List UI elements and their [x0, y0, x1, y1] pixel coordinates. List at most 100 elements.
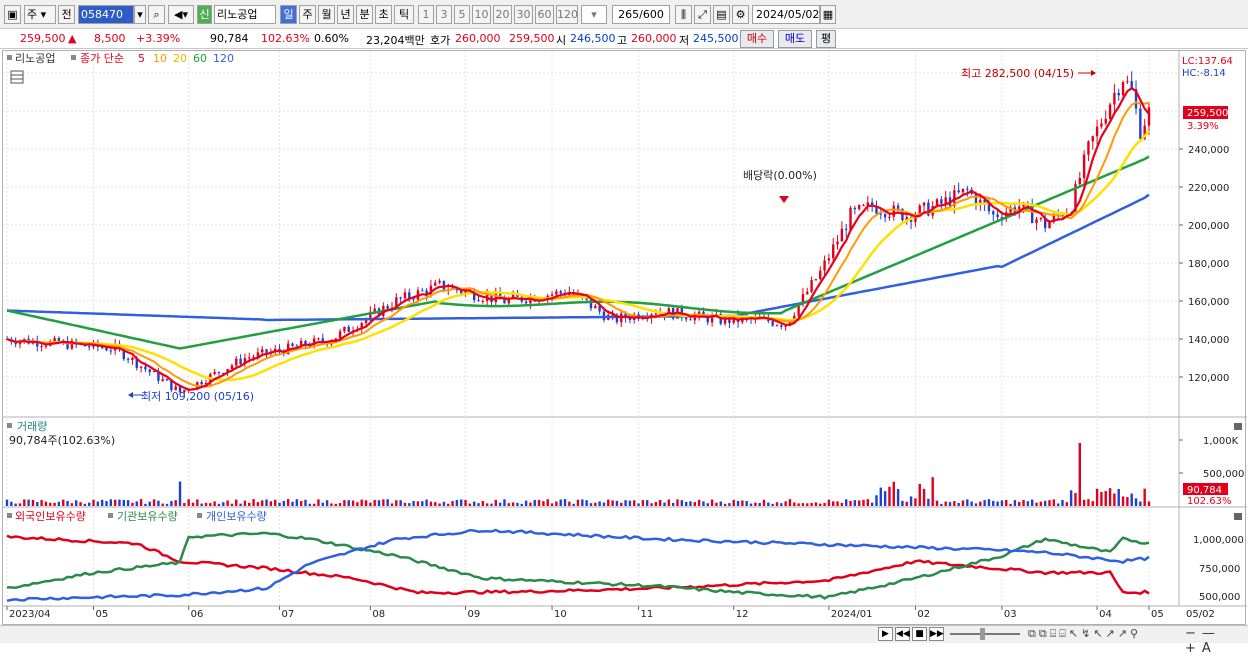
line-tool-icon[interactable]: ⤢	[694, 5, 711, 24]
chart-area[interactable]: 리노공업 종가 단순 5 10 20 60 120 최고 282,500 (04…	[2, 50, 1247, 626]
volume-bar	[1065, 502, 1069, 506]
interval-30[interactable]: 30	[514, 5, 533, 24]
interval-20[interactable]: 20	[493, 5, 512, 24]
close-panel-icon[interactable]	[1234, 513, 1242, 520]
volume-value: 90,784	[210, 32, 249, 45]
volume-bar	[343, 500, 346, 506]
chevron-down-icon[interactable]: ▾	[134, 5, 146, 24]
speaker-icon[interactable]: ◀▾	[168, 5, 194, 24]
interval-60[interactable]: 60	[535, 5, 554, 24]
interval-dropdown[interactable]: ▾	[581, 5, 607, 24]
period-tab-minute[interactable]: 분	[356, 5, 373, 24]
period-tab-second[interactable]: 초	[375, 5, 392, 24]
fast-forward-icon[interactable]: ▶▶	[929, 627, 944, 641]
candle-body	[996, 214, 999, 218]
holding-tick-1: 1,000,000	[1193, 535, 1244, 546]
gear-icon[interactable]: ⚙	[732, 5, 749, 24]
table-icon[interactable]	[10, 70, 24, 84]
ma120-label: 120	[213, 52, 234, 65]
volume-bar	[953, 501, 956, 506]
volume-bar	[1026, 501, 1030, 506]
date-field[interactable]: 2024/05/02	[752, 5, 820, 24]
interval-10[interactable]: 10	[472, 5, 491, 24]
volume-bar	[57, 501, 61, 506]
volume-bar	[308, 503, 312, 506]
candle-icon[interactable]: ⫼	[675, 5, 692, 24]
interval-120[interactable]: 120	[556, 5, 578, 24]
volume-bar	[113, 499, 117, 506]
period-tab-tick[interactable]: 틱	[394, 5, 414, 24]
volume-bar	[1035, 502, 1038, 506]
search-icon[interactable]: ⌕	[148, 5, 165, 24]
volume-bar	[658, 500, 662, 506]
drawing-tools[interactable]: ⧉⧉⌸⌸↖↯↖↗↗⚲	[1028, 627, 1142, 640]
period-tab-month[interactable]: 월	[318, 5, 335, 24]
volume-bar	[1130, 493, 1133, 506]
zoom-slider-handle[interactable]	[980, 628, 985, 640]
period-tab-year[interactable]: 년	[337, 5, 354, 24]
candle-body	[1035, 219, 1038, 224]
hc-label: HC:-8.14	[1182, 68, 1226, 79]
candle-body	[1130, 81, 1133, 90]
period-tab-week[interactable]: 주	[299, 5, 316, 24]
volume-bar	[944, 501, 947, 506]
volume-bar	[152, 499, 156, 506]
volume-bar	[230, 503, 234, 506]
buy-button[interactable]: 매수	[740, 30, 774, 48]
volume-bar	[983, 500, 986, 506]
volume-bar	[23, 499, 26, 506]
chart-svg[interactable]: 리노공업 종가 단순 5 10 20 60 120 최고 282,500 (04…	[3, 51, 1247, 626]
volume-bar	[291, 501, 294, 506]
sell-button[interactable]: 매도	[778, 30, 812, 48]
x-tick-label: 09	[468, 609, 481, 620]
volume-bar	[243, 500, 247, 506]
volume-bar	[248, 502, 251, 506]
stock-label: 리노공업	[15, 52, 55, 65]
prev-button[interactable]: 전	[58, 5, 75, 24]
volume-bar	[680, 500, 684, 506]
volume-bar	[338, 503, 342, 506]
interval-3[interactable]: 3	[436, 5, 452, 24]
stop-icon[interactable]: ■	[912, 627, 927, 641]
scroll-right-icon[interactable]: ▶	[878, 627, 893, 641]
x-tick-label: 2024/01	[831, 609, 873, 620]
volume-bar	[857, 500, 861, 506]
calendar-icon[interactable]: ▦	[820, 5, 836, 24]
volume-bar	[330, 503, 333, 506]
volume-bar	[425, 499, 428, 506]
zoom-controls[interactable]: −—+A	[1185, 626, 1221, 656]
period-select[interactable]: 주 ▾	[24, 5, 56, 24]
candle-body	[1100, 123, 1103, 127]
candle-body	[935, 199, 939, 207]
avg-button[interactable]: 평	[816, 30, 836, 48]
volume-bar	[1022, 499, 1025, 506]
volume-bar	[1091, 501, 1094, 506]
institution-label: 기관보유수량	[117, 510, 178, 523]
zoom-slider[interactable]	[950, 633, 1020, 635]
save-icon[interactable]: ▤	[713, 5, 730, 24]
volume-bar	[961, 500, 965, 506]
candle-body	[1009, 207, 1012, 213]
volume-bar	[676, 499, 679, 506]
volume-tick-1000k: 1,000K	[1203, 436, 1239, 447]
candle-body	[771, 321, 774, 326]
stock-code-input[interactable]: 058470	[78, 5, 134, 24]
window-icon[interactable]: ▣	[4, 5, 21, 24]
volume-bar	[581, 499, 584, 506]
interval-1[interactable]: 1	[418, 5, 434, 24]
legend-marker	[197, 513, 202, 518]
candle-body	[1147, 107, 1151, 126]
count-field[interactable]: 265/600	[612, 5, 670, 24]
volume-bar	[732, 499, 735, 506]
candle-body	[823, 260, 826, 271]
volume-bar	[455, 499, 459, 506]
stock-name[interactable]: 리노공업	[214, 5, 276, 24]
rewind-icon[interactable]: ◀◀	[895, 627, 910, 641]
interval-5[interactable]: 5	[454, 5, 470, 24]
close-panel-icon[interactable]	[1234, 423, 1242, 430]
period-tab-day[interactable]: 일	[280, 5, 297, 24]
price-tick-label: 120,000	[1188, 373, 1229, 384]
x-tick-label: 08	[372, 609, 385, 620]
foreign-line	[6, 534, 1150, 596]
volume-bar	[927, 498, 930, 506]
